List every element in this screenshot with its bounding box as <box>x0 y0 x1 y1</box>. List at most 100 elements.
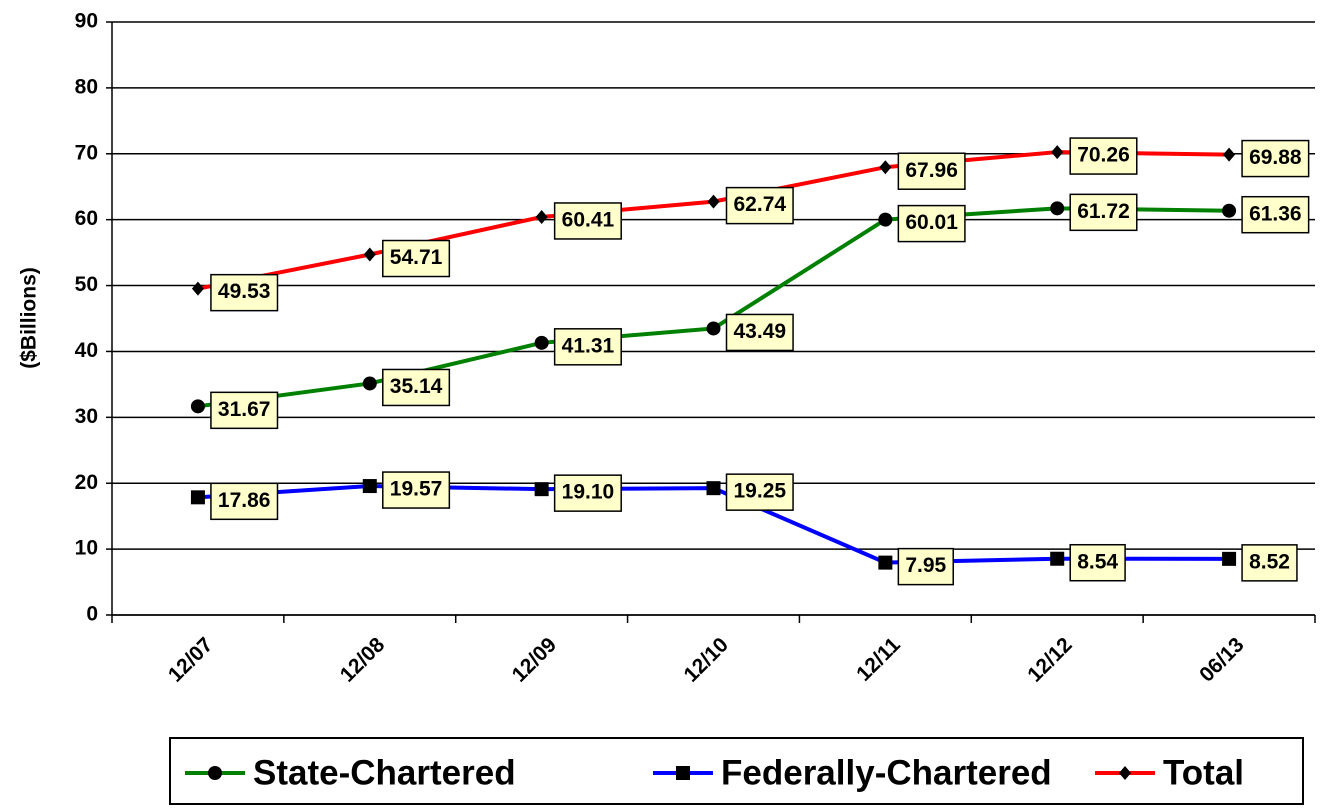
marker <box>535 209 548 224</box>
data-label: 41.31 <box>553 328 622 366</box>
data-label: 19.10 <box>553 474 622 512</box>
marker <box>706 321 721 336</box>
data-label: 61.72 <box>1069 193 1138 232</box>
data-label: 19.25 <box>725 473 794 511</box>
data-label-text: 60.41 <box>562 209 615 232</box>
data-label: 54.71 <box>382 239 451 278</box>
data-label-box <box>210 391 279 430</box>
data-label-text: 41.31 <box>562 334 615 357</box>
x-tick-label: 06/13 <box>1195 633 1248 686</box>
data-label-box <box>382 239 451 278</box>
data-label-text: 67.96 <box>905 159 958 182</box>
data-label-box <box>553 328 622 366</box>
y-tick-label: 0 <box>86 603 98 626</box>
data-label: 67.96 <box>897 152 966 190</box>
legend-text: State-Chartered <box>253 753 516 792</box>
data-label-box <box>1069 193 1138 232</box>
legend-text: Federally-Chartered <box>721 753 1052 792</box>
data-label: 7.95 <box>897 547 954 586</box>
marker <box>879 160 892 175</box>
data-label: 35.14 <box>382 368 451 407</box>
legend-marker <box>1119 766 1131 780</box>
x-tick-label: 12/07 <box>164 633 217 686</box>
marker <box>706 481 721 496</box>
y-tick-label: 60 <box>75 207 98 230</box>
data-label: 60.41 <box>553 202 622 240</box>
marker <box>1051 145 1064 160</box>
data-label-text: 35.14 <box>390 375 443 398</box>
data-label-text: 54.71 <box>390 246 443 269</box>
data-label: 69.88 <box>1241 139 1310 178</box>
x-tick-label: 12/09 <box>508 633 561 686</box>
x-tick-label: 12/12 <box>1023 633 1076 686</box>
marker <box>878 555 893 570</box>
marker <box>190 490 205 505</box>
series-line <box>197 206 1230 409</box>
data-label: 49.53 <box>210 273 279 312</box>
data-label: 17.86 <box>210 482 279 521</box>
data-label-text: 31.67 <box>218 398 271 421</box>
marker <box>1222 203 1237 218</box>
data-label-text: 19.10 <box>562 481 615 504</box>
marker <box>190 399 205 414</box>
data-label-box <box>725 473 794 511</box>
y-tick-label: 20 <box>75 471 98 494</box>
y-tick-label: 10 <box>75 537 98 560</box>
data-label-box <box>553 202 622 240</box>
data-label-text: 43.49 <box>734 320 787 343</box>
data-label-box <box>1241 544 1298 582</box>
data-label-box <box>897 204 966 243</box>
data-label: 8.52 <box>1241 544 1298 582</box>
data-label-text: 7.95 <box>905 554 946 577</box>
data-label: 70.26 <box>1069 137 1138 175</box>
data-label-box <box>210 482 279 521</box>
data-label-box <box>382 368 451 407</box>
data-label-text: 62.74 <box>734 193 787 216</box>
data-label-box <box>897 547 954 586</box>
data-label-text: 61.36 <box>1249 202 1302 225</box>
marker <box>362 376 377 391</box>
data-label-box <box>382 471 451 509</box>
marker <box>1222 551 1237 566</box>
data-label: 8.54 <box>1069 543 1126 582</box>
y-tick-label: 40 <box>75 339 98 362</box>
data-label: 62.74 <box>725 186 794 225</box>
marker <box>363 247 376 262</box>
marker <box>1050 201 1065 216</box>
y-tick-label: 80 <box>75 75 98 98</box>
data-label-box <box>897 152 966 190</box>
x-tick-label: 12/11 <box>852 633 905 686</box>
data-label-text: 69.88 <box>1249 146 1302 169</box>
data-label: 61.36 <box>1241 195 1310 234</box>
data-label: 43.49 <box>725 313 794 352</box>
x-tick-label: 12/08 <box>336 633 390 687</box>
marker <box>707 194 720 209</box>
marker <box>534 482 549 497</box>
x-tick-label: 12/10 <box>680 633 733 686</box>
marker <box>191 281 204 296</box>
marker <box>1223 147 1236 162</box>
data-label-text: 70.26 <box>1077 144 1130 167</box>
y-axis-title: ($Billions) <box>18 267 41 369</box>
data-label: 19.57 <box>382 471 451 509</box>
data-label-box <box>725 186 794 225</box>
y-tick-label: 90 <box>75 10 98 33</box>
y-tick-label: 30 <box>75 405 98 428</box>
data-label-box <box>553 474 622 512</box>
data-label-box <box>1241 195 1310 234</box>
legend-marker <box>676 766 690 780</box>
y-tick-label: 70 <box>75 141 98 164</box>
data-label-box <box>1069 543 1126 582</box>
data-label-text: 17.86 <box>218 489 271 512</box>
data-label-box <box>1069 137 1138 175</box>
data-label-text: 61.72 <box>1077 200 1130 223</box>
marker <box>362 479 377 494</box>
data-label-text: 60.01 <box>905 211 958 234</box>
marker <box>878 212 893 227</box>
legend-marker <box>208 766 222 780</box>
y-tick-label: 50 <box>75 273 98 296</box>
data-label-text: 8.52 <box>1249 550 1290 573</box>
marker <box>1050 551 1065 566</box>
data-label-box <box>1241 139 1310 178</box>
